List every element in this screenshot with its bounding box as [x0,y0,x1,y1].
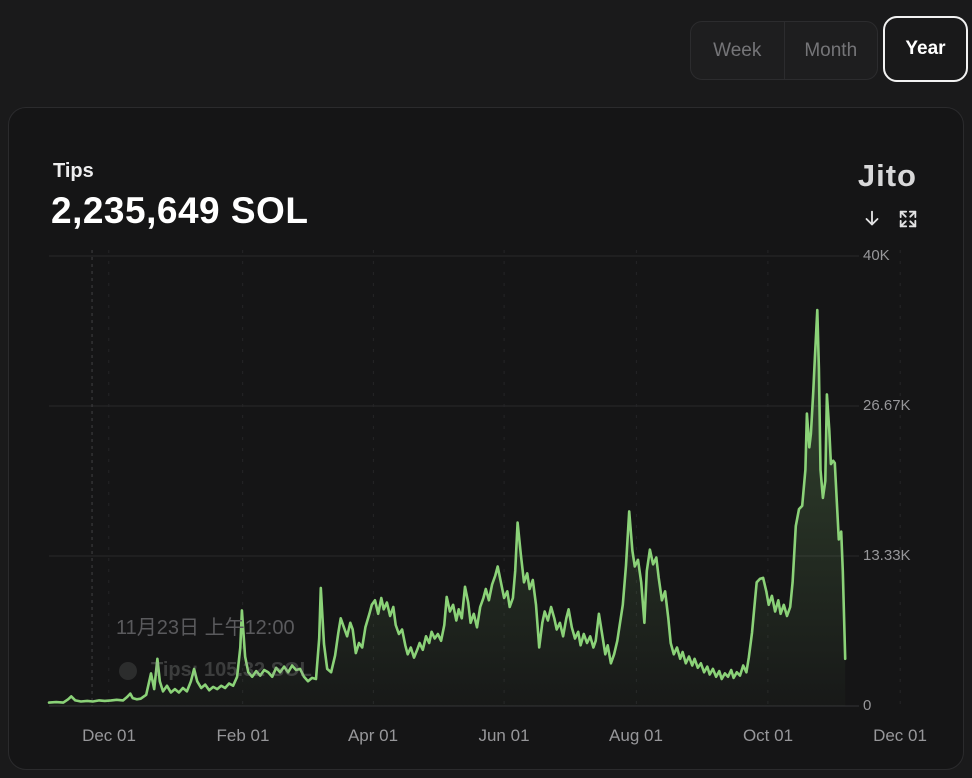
y-tick-40k: 40K [863,247,890,264]
x-tick-oct-01: Oct 01 [742,726,794,745]
week-button[interactable]: Week [691,22,784,79]
month-button[interactable]: Month [783,22,878,79]
x-tick-apr-01: Apr 01 [347,726,399,745]
tips-total-value: 2,235,649 SOL [51,190,309,231]
download-icon [865,210,879,226]
x-tick-dec-01: Dec 01 [82,726,136,745]
x-tick-feb-01: Feb 01 [216,726,270,745]
tips-chart-card: Tips 2,235,649 SOL Jito [8,107,964,770]
tips-area-fill [49,310,846,706]
x-tick-aug-01: Aug 01 [609,726,663,745]
x-tick-jun-01: Jun 01 [478,726,530,745]
download-button[interactable] [859,206,885,232]
expand-icon [899,210,917,228]
time-range-toggle: Week Month [690,21,878,80]
tooltip-series-dot-icon [119,661,137,680]
expand-button[interactable] [895,206,921,232]
chart-actions [859,206,921,232]
jito-logo: Jito [857,158,917,193]
tooltip-row: Tips: 105.32 SOL [119,659,312,682]
tips-chart-plot[interactable] [9,108,964,770]
x-tick-dec-01-next: Dec 01 [873,726,927,745]
tips-line-series [47,308,847,704]
y-tick-26-67k: 26.67K [863,397,911,414]
tooltip-value: Tips: 105.32 SOL [151,659,312,681]
y-tick-13-33k: 13.33K [863,547,911,564]
tooltip-date: 11月23日 上午12:00 [116,617,295,639]
card-title: Tips [53,160,94,182]
y-tick-0: 0 [863,697,872,714]
year-button[interactable]: Year [883,16,968,82]
